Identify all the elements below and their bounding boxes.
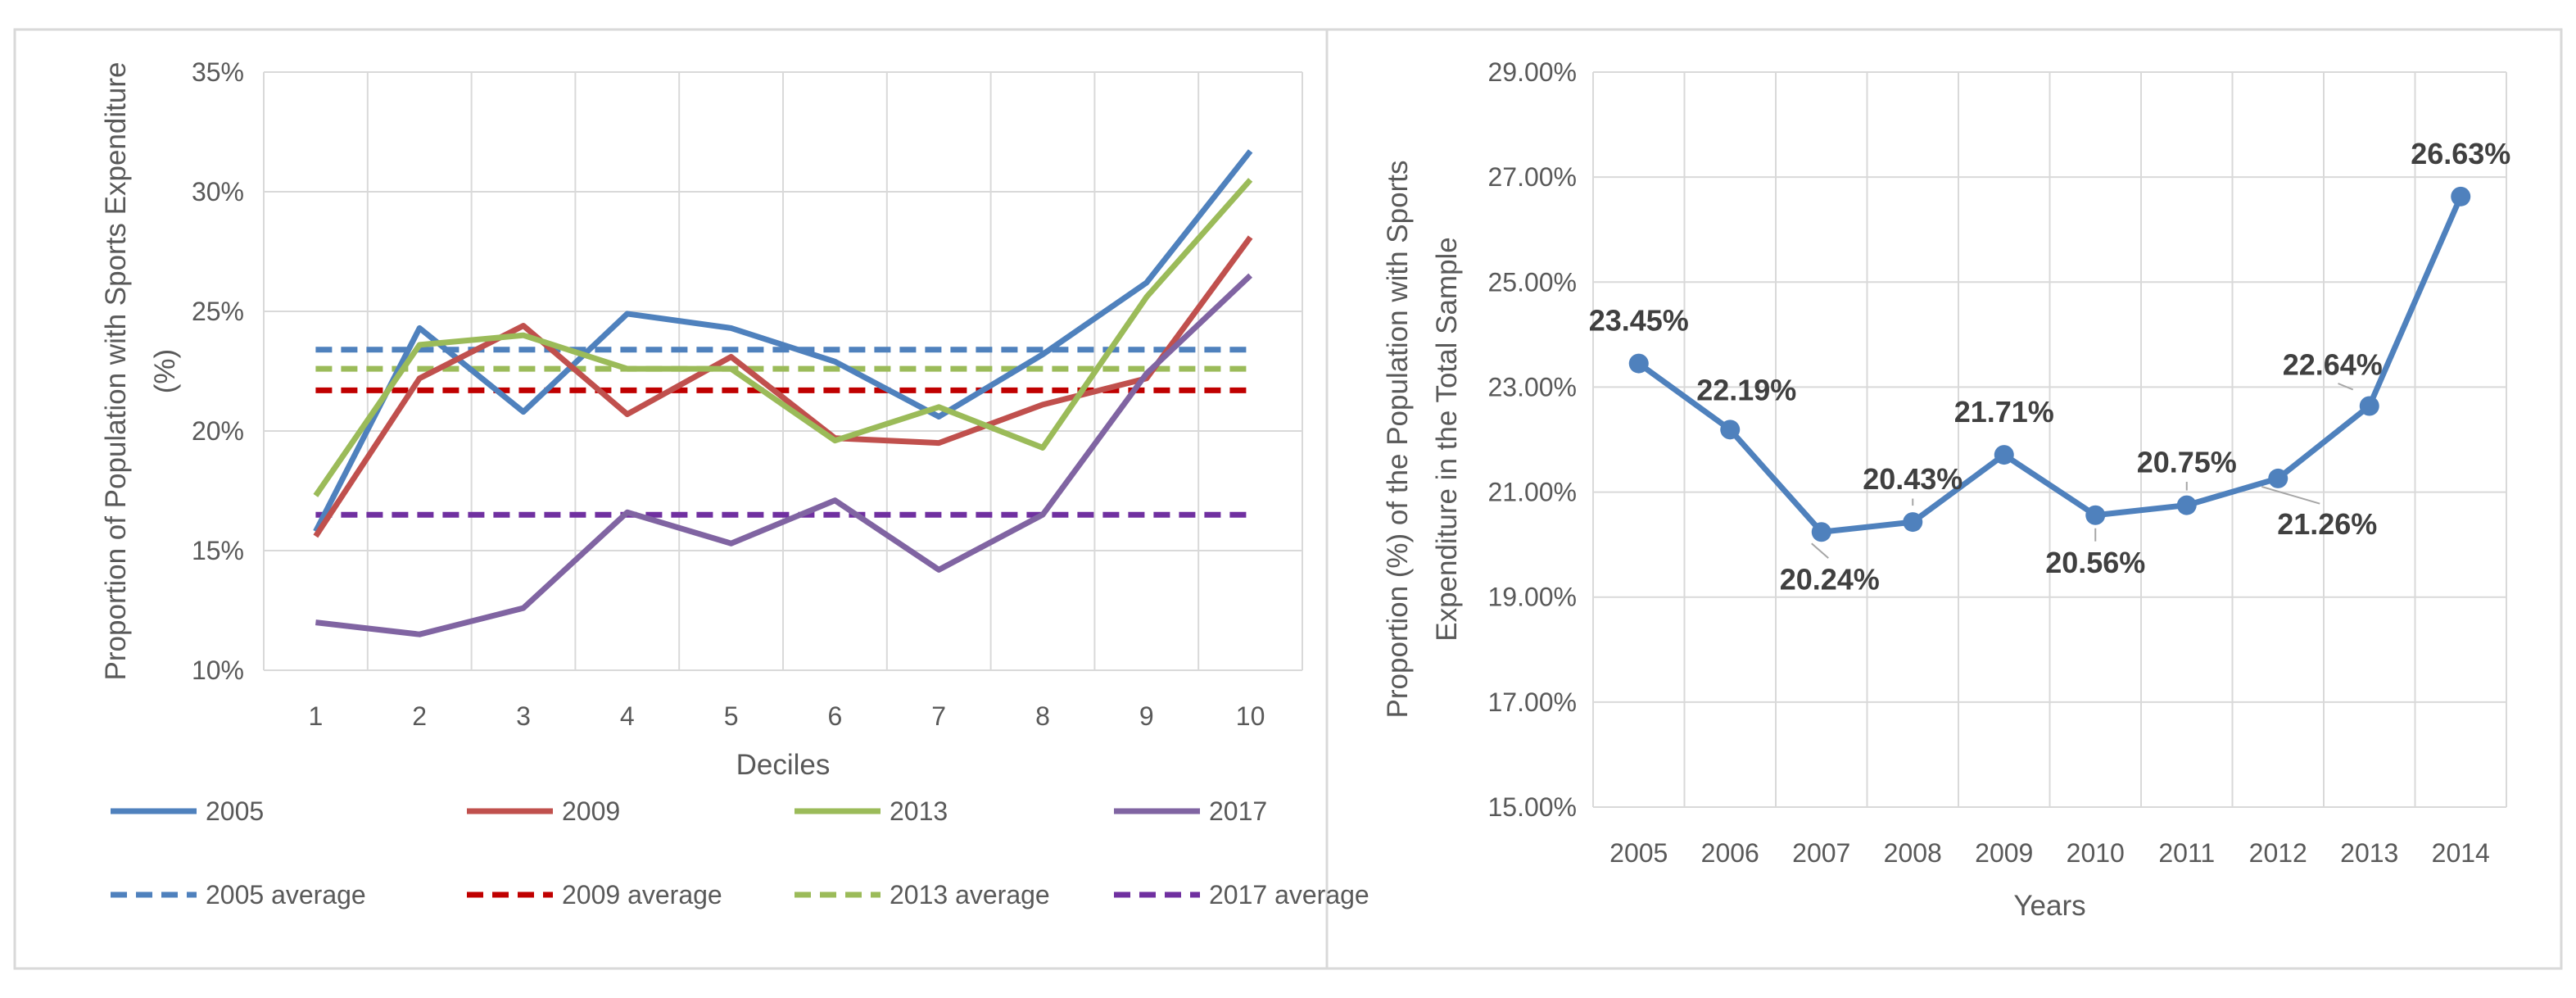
- left-ytick-label: 30%: [192, 177, 244, 206]
- series-line-2005: [313, 149, 1253, 533]
- left-xtick-label: 3: [516, 701, 531, 731]
- left-y-axis-title: Proportion of Population with Sports Exp…: [100, 62, 181, 681]
- data-point: [1720, 420, 1741, 440]
- legend-label-2009-average: 2009 average: [562, 880, 722, 910]
- right-ytick-label: 19.00%: [1487, 583, 1577, 612]
- right-xtick-label: 2010: [2067, 838, 2125, 868]
- data-label: 21.71%: [1954, 395, 2054, 429]
- legend-label-2013-average: 2013 average: [890, 880, 1050, 910]
- data-label: 26.63%: [2411, 137, 2510, 170]
- left-xtick-label: 9: [1139, 701, 1154, 731]
- data-label: 20.24%: [1780, 562, 1880, 596]
- right-y-axis-title: Proportion (%) of the Population with Sp…: [1382, 161, 1463, 719]
- series-line-2009: [313, 235, 1253, 538]
- right-xtick-label: 2013: [2340, 838, 2398, 868]
- left-x-axis-title: Deciles: [736, 749, 831, 781]
- legend-label-2005-average: 2005 average: [206, 880, 366, 910]
- data-label-leader: [1811, 542, 1829, 559]
- data-point: [1994, 445, 2014, 465]
- data-label-leader: [2261, 485, 2320, 505]
- right-ytick-label: 17.00%: [1487, 687, 1577, 717]
- left-xtick-label: 5: [724, 701, 739, 731]
- data-point: [2451, 186, 2471, 206]
- right-xtick-label: 2012: [2249, 838, 2307, 868]
- right-chart-border: [1325, 28, 2563, 970]
- data-point: [1903, 512, 1923, 533]
- left-xtick-label: 8: [1035, 701, 1050, 731]
- series-line-proportion: [1637, 195, 2464, 535]
- data-label: 20.56%: [2045, 546, 2145, 579]
- right-ytick-label: 29.00%: [1487, 57, 1577, 87]
- right-xtick-label: 2005: [1609, 838, 1668, 868]
- data-label: 20.75%: [2137, 446, 2237, 479]
- right-xtick-label: 2014: [2432, 838, 2490, 868]
- data-label: 23.45%: [1589, 304, 1689, 338]
- left-xtick-label: 1: [309, 701, 324, 731]
- right-ytick-label: 15.00%: [1487, 792, 1577, 822]
- legend-label-2017-average: 2017 average: [1209, 880, 1369, 910]
- legend-label-2017: 2017: [1209, 796, 1267, 826]
- left-xtick-label: 4: [620, 701, 635, 731]
- data-point: [2268, 468, 2289, 488]
- right-xtick-label: 2009: [1975, 838, 2033, 868]
- legend-label-2009: 2009: [562, 796, 620, 826]
- data-label: 20.43%: [1863, 462, 1963, 496]
- data-point: [1811, 522, 1831, 542]
- data-point: [2359, 396, 2379, 416]
- yearly-chart: 15.00% 17.00% 19.00% 21.00% 23.00% 25.00% 27.0…: [1382, 57, 2510, 922]
- data-label: 22.19%: [1696, 373, 1796, 406]
- series-line-2013: [313, 178, 1253, 497]
- data-label: 22.64%: [2283, 347, 2383, 381]
- data-point: [2176, 495, 2197, 515]
- right-x-axis-title: Years: [2013, 890, 2085, 922]
- data-label: 21.26%: [2277, 507, 2377, 541]
- legend-label-2005: 2005: [206, 796, 264, 826]
- right-ytick-label: 23.00%: [1487, 372, 1577, 401]
- data-point: [2085, 505, 2106, 525]
- left-ytick-label: 20%: [192, 416, 244, 446]
- left-xtick-label: 10: [1236, 701, 1265, 731]
- series-line-2017: [315, 273, 1253, 637]
- right-ytick-label: 25.00%: [1487, 267, 1577, 297]
- right-xtick-label: 2007: [1792, 838, 1850, 868]
- left-ytick-label: 25%: [192, 297, 244, 326]
- left-ytick-label: 10%: [192, 656, 244, 685]
- right-ytick-label: 21.00%: [1487, 478, 1577, 507]
- left-ytick-label: 15%: [192, 536, 244, 565]
- legend-label-2013: 2013: [890, 796, 948, 826]
- decile-chart: 10% 15% 20% 25% 30% 35% 1 2 3 4 5 6 7 8 9 10 Deciles Prop…: [100, 57, 1369, 910]
- left-xtick-label: 6: [828, 701, 843, 731]
- data-label-leader: [2338, 383, 2354, 391]
- data-point: [1628, 353, 1649, 374]
- right-xtick-label: 2006: [1701, 838, 1759, 868]
- right-xtick-label: 2011: [2158, 838, 2215, 868]
- right-xtick-label: 2008: [1884, 838, 1942, 868]
- left-ytick-label: 35%: [192, 57, 244, 87]
- right-ytick-label: 27.00%: [1487, 162, 1577, 192]
- left-xtick-label: 7: [931, 701, 946, 731]
- left-xtick-label: 2: [412, 701, 427, 731]
